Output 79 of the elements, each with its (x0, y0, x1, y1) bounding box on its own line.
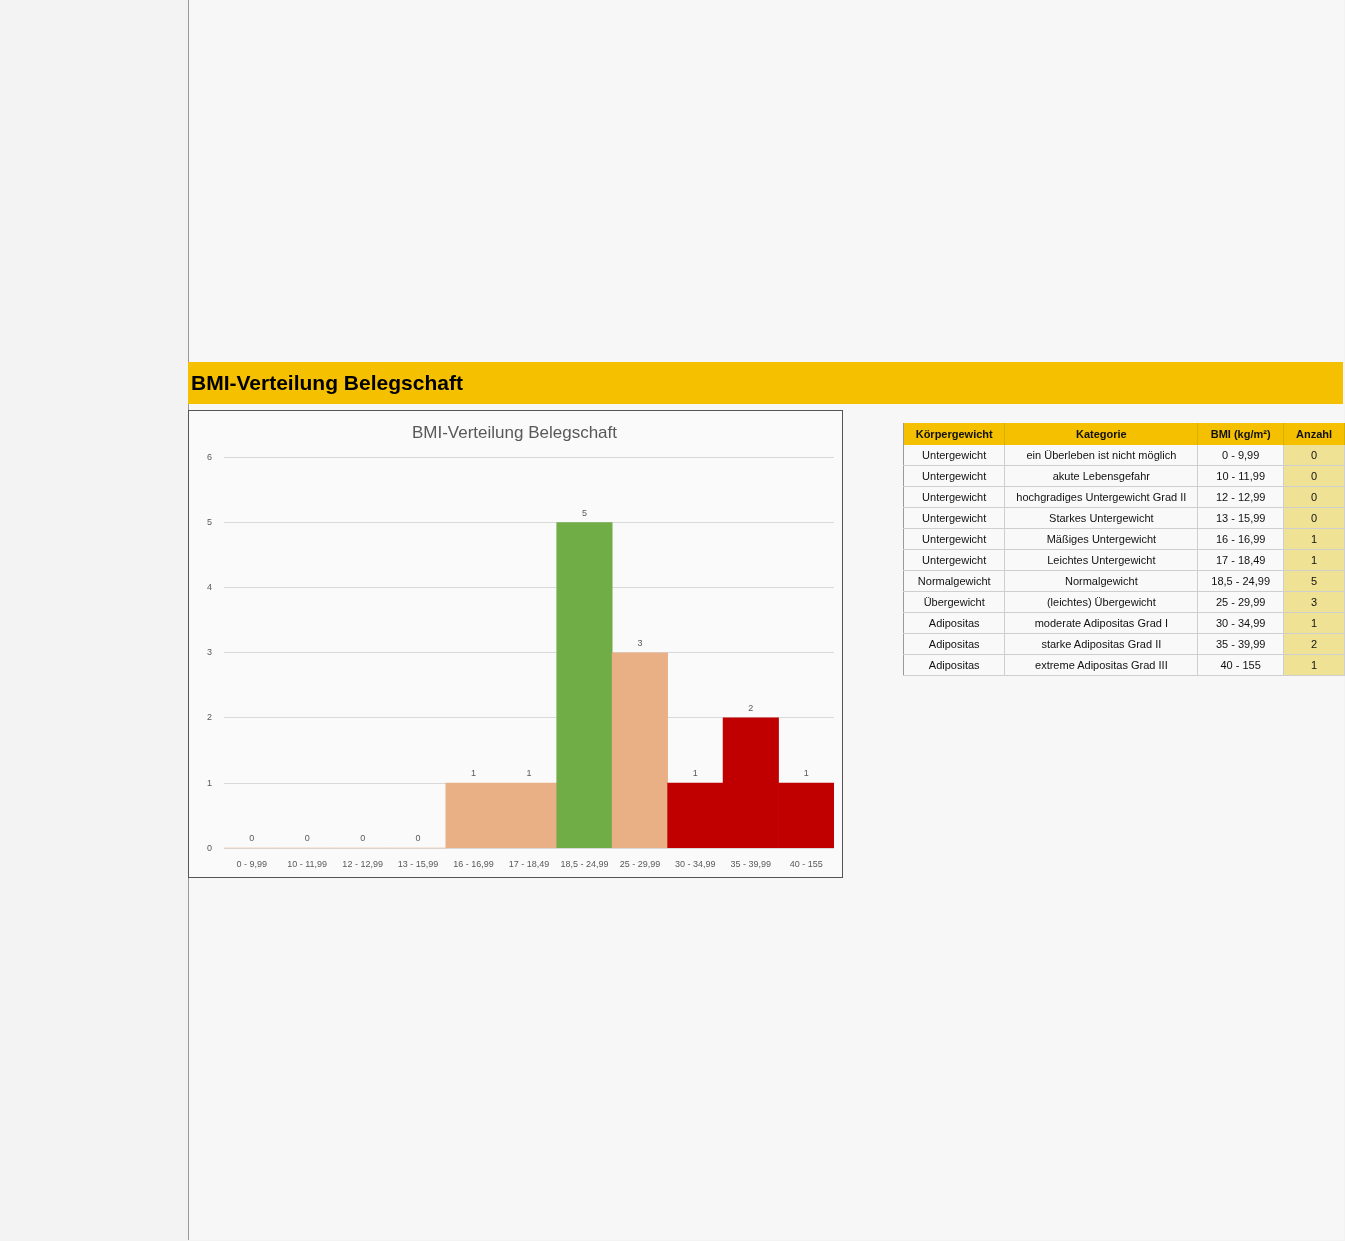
y-tick-label: 1 (206, 777, 213, 788)
text: 0 - 9,99 (1197, 445, 1284, 466)
text: Leichtes Untergewicht (1004, 549, 1198, 571)
text: BMI-Verteilung Belegschaft (191, 371, 463, 395)
text: Adipositas (903, 612, 1005, 634)
x-tick-label: 10 - 11,99 (287, 859, 328, 870)
text: 0 (1283, 486, 1345, 508)
text: akute Lebensgefahr (1004, 465, 1198, 487)
data-label: 0 (360, 833, 366, 844)
text: 1 (1283, 528, 1345, 550)
text: 13 - 15,99 (1197, 507, 1284, 529)
text: Untergewicht (903, 465, 1005, 487)
x-tick-label: 0 - 9,99 (236, 859, 267, 870)
text: Mäßiges Untergewicht (1004, 528, 1198, 550)
y-tick-label: 3 (206, 647, 213, 658)
text: moderate Adipositas Grad I (1004, 612, 1198, 634)
data-label: 0 (249, 833, 255, 844)
x-tick-label: 40 - 155 (789, 859, 823, 870)
y-tick-label: 0 (206, 842, 213, 853)
data-label: 1 (471, 768, 477, 779)
text: Normalgewicht (903, 570, 1005, 592)
text: Untergewicht (903, 486, 1005, 508)
text: 40 - 155 (1197, 654, 1284, 676)
text: 1 (1283, 654, 1345, 676)
category-label: Körpergewicht (903, 423, 1005, 445)
y-tick-label: 6 (206, 451, 213, 462)
text: 0 (1283, 445, 1345, 466)
x-tick-label: 13 - 15,99 (397, 859, 439, 870)
text: 1 (1283, 549, 1345, 571)
x-tick-label: 12 - 12,99 (342, 859, 383, 870)
text: 2 (1283, 633, 1345, 655)
y-tick-label: 4 (206, 582, 213, 593)
text: 18,5 - 24,99 (1197, 570, 1284, 592)
x-tick-label: 18,5 - 24,99 (560, 859, 609, 870)
category-label: Anzahl (1283, 423, 1345, 445)
text: hochgradiges Untergewicht Grad II (1004, 486, 1198, 508)
text: Untergewicht (903, 507, 1005, 529)
data-label: 1 (526, 768, 532, 779)
text: 0 (1283, 507, 1345, 529)
text: Adipositas (903, 633, 1005, 655)
data-label: 1 (803, 768, 809, 779)
text: 35 - 39,99 (1197, 633, 1284, 655)
category-label: Kategorie (1004, 423, 1198, 445)
text: Adipositas (903, 654, 1005, 676)
text: ein Überleben ist nicht möglich (1004, 445, 1198, 466)
text: Übergewicht (903, 591, 1005, 613)
data-label: 0 (415, 833, 421, 844)
text: Untergewicht (903, 549, 1005, 571)
y-tick-label: 2 (206, 712, 213, 723)
text: Starkes Untergewicht (1004, 507, 1198, 529)
text: 3 (1283, 591, 1345, 613)
text: Normalgewicht (1004, 570, 1198, 592)
x-tick-label: 25 - 29,99 (619, 859, 661, 870)
text: 5 (1283, 570, 1345, 592)
data-label: 2 (748, 702, 754, 713)
data-label: 5 (581, 507, 587, 518)
category-label: BMI (kg/m²) (1197, 423, 1284, 445)
text: Untergewicht (903, 528, 1005, 550)
x-tick-label: 16 - 16,99 (453, 859, 494, 870)
text: 0 (1283, 465, 1345, 487)
text: starke Adipositas Grad II (1004, 633, 1198, 655)
x-tick-label: 35 - 39,99 (730, 859, 772, 870)
data-label: 3 (637, 637, 643, 648)
text: (leichtes) Übergewicht (1004, 591, 1198, 613)
text: 17 - 18,49 (1197, 549, 1284, 571)
data-label: 0 (304, 833, 310, 844)
text: 1 (1283, 612, 1345, 634)
x-tick-label: 30 - 34,99 (675, 859, 716, 870)
data-label: 1 (692, 768, 698, 779)
text: 30 - 34,99 (1197, 612, 1284, 634)
text: 25 - 29,99 (1197, 591, 1284, 613)
text: extreme Adipositas Grad III (1004, 654, 1198, 676)
chart-title: BMI-Verteilung Belegschaft (411, 422, 618, 442)
text: 16 - 16,99 (1197, 528, 1284, 550)
y-tick-label: 5 (206, 517, 213, 528)
x-tick-label: 17 - 18,49 (508, 859, 550, 870)
text: 12 - 12,99 (1197, 486, 1284, 508)
text: Untergewicht (903, 445, 1005, 466)
text: 10 - 11,99 (1197, 465, 1284, 487)
